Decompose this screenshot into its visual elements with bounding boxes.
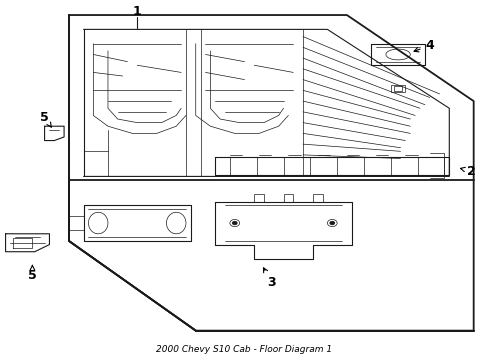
Bar [312, 194, 322, 202]
Text: 5: 5 [40, 111, 51, 127]
Text: 3: 3 [263, 268, 275, 289]
Text: 2: 2 [460, 165, 475, 177]
Bar [254, 194, 264, 202]
Bar [283, 194, 293, 202]
Bar [390, 85, 405, 92]
Bar [393, 86, 401, 91]
Circle shape [329, 221, 334, 225]
Text: 5: 5 [28, 265, 37, 282]
Circle shape [232, 221, 237, 225]
Text: 2000 Chevy S10 Cab - Floor Diagram 1: 2000 Chevy S10 Cab - Floor Diagram 1 [156, 345, 332, 354]
Text: 4: 4 [413, 39, 433, 52]
Text: 1: 1 [133, 5, 142, 18]
